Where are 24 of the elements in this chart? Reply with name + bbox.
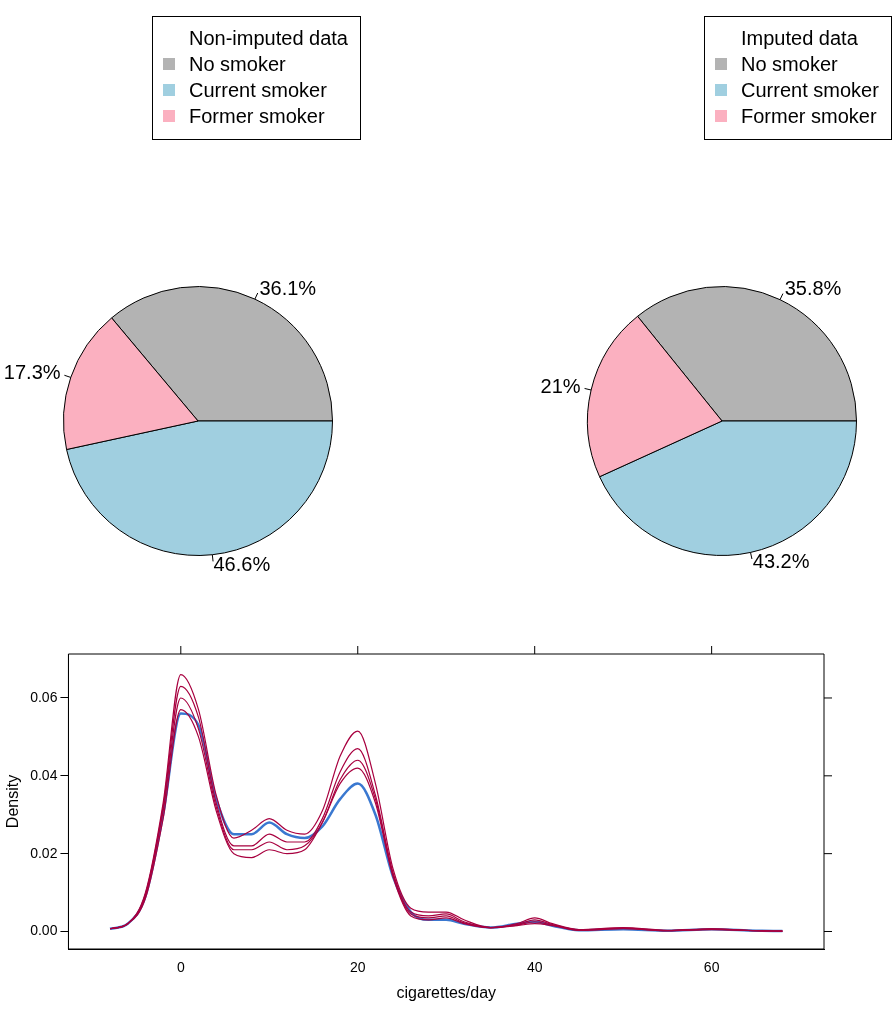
y-tick-label: 0.04 bbox=[30, 766, 58, 783]
y-tick-label: 0.00 bbox=[30, 922, 58, 939]
y-tick-label: 0.02 bbox=[30, 844, 58, 861]
y-tick-label: 0.06 bbox=[30, 688, 58, 705]
legend-label: Current smoker bbox=[189, 78, 327, 103]
x-tick-label: 20 bbox=[349, 959, 366, 976]
x-tick-label: 60 bbox=[703, 959, 720, 976]
legend-label: Former smoker bbox=[741, 104, 877, 129]
legend-title: Non-imputed data bbox=[188, 26, 348, 51]
data-label: 21% bbox=[540, 375, 581, 398]
legend-label: Current smoker bbox=[741, 78, 879, 103]
data-label: 35.8% bbox=[784, 277, 842, 300]
data-label: 43.2% bbox=[752, 550, 810, 573]
data-label: 36.1% bbox=[259, 276, 317, 299]
x-tick-label: 40 bbox=[526, 959, 543, 976]
legend-label: No smoker bbox=[189, 52, 286, 77]
legend-label: Former smoker bbox=[189, 104, 325, 129]
legend-label: No smoker bbox=[741, 52, 838, 77]
y-axis-title: Density bbox=[4, 774, 22, 829]
data-label: 46.6% bbox=[213, 552, 271, 575]
data-label: 17.3% bbox=[3, 361, 61, 384]
x-tick-label: 0 bbox=[176, 959, 185, 976]
x-axis-title: cigarettes/day bbox=[396, 983, 497, 1001]
legend-title: Imputed data bbox=[740, 26, 859, 51]
